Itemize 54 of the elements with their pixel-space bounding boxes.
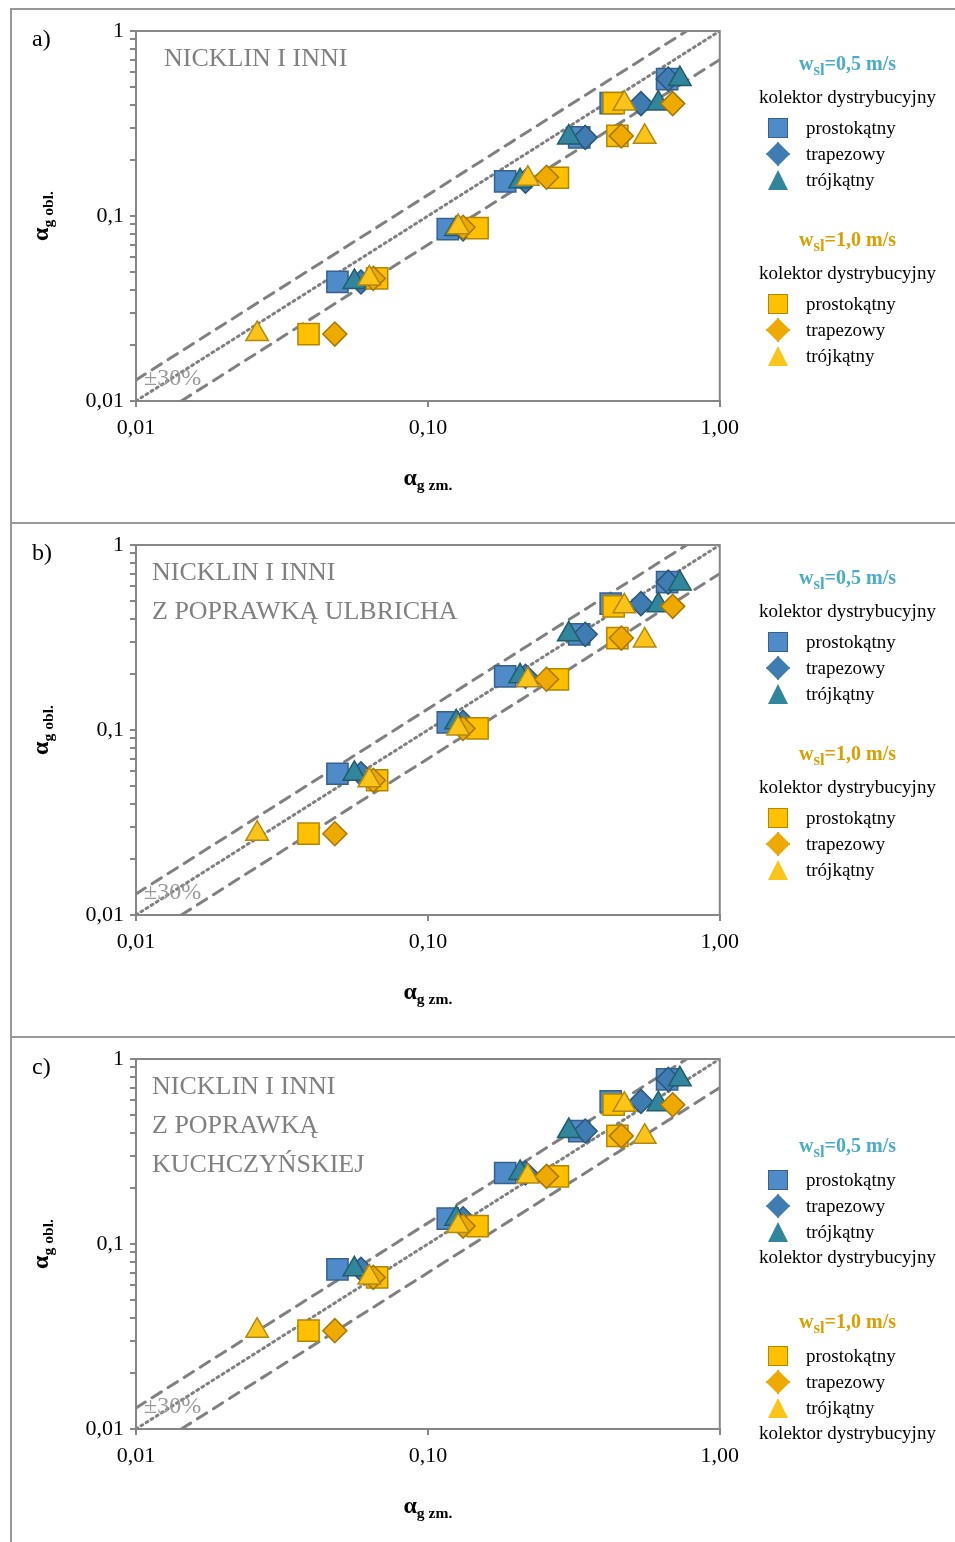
text: w$_{sl}$=1,0 m/s: [798, 228, 897, 256]
legend-label: trapezowy: [806, 833, 886, 855]
chart-title: b): [32, 539, 52, 566]
legend-label: trójkątny: [806, 859, 875, 881]
text: w$_{sl}$=0,5 m/s: [798, 52, 897, 80]
y-tick-label: 0,1: [96, 715, 124, 741]
legend-label: prostokątny: [806, 117, 896, 139]
y-axis-title: αg obl.: [27, 191, 57, 241]
text: NICKLIN I INNI Z POPRAWKĄ KUCHCZYŃSKIEJ: [152, 1070, 365, 1178]
x-tick-label: 0,10: [408, 1441, 448, 1467]
legend-label: trapezowy: [806, 1195, 886, 1217]
x-tick-label: 0,10: [408, 413, 448, 439]
legend-label: prostokątny: [806, 1169, 896, 1191]
legend-label: trójkątny: [806, 683, 875, 705]
legend-label: trójkątny: [806, 345, 875, 367]
y-axis-title: αg obl.: [27, 705, 57, 755]
legend-label: prostokątny: [806, 293, 896, 315]
y-tick-label: 1: [113, 530, 124, 556]
x-tick-label: 1,00: [700, 1441, 739, 1467]
legend-title: kolektor dystrybucyjny: [758, 86, 937, 108]
legend-label: prostokątny: [806, 1345, 896, 1367]
legend-label: trapezowy: [806, 143, 886, 165]
x-tick-label: 1,00: [700, 927, 739, 953]
y-tick-label: 0,01: [85, 1414, 124, 1440]
text: NICKLIN I INNI Z POPRAWKĄ ULBRICHA: [152, 556, 458, 625]
y-tick-label: 0,01: [85, 900, 124, 926]
y-axis-title: αg obl.: [27, 1219, 57, 1269]
text: kolektor dystrybucyjny: [759, 262, 936, 283]
legend-label: trójkątny: [806, 1397, 875, 1419]
y-tick-label: 1: [113, 16, 124, 42]
text: w$_{sl}$=1,0 m/s: [798, 1310, 897, 1338]
text: w$_{sl}$=1,0 m/s: [798, 742, 897, 770]
text: NICKLIN I INNI: [164, 42, 348, 72]
text: w$_{sl}$=0,5 m/s: [798, 566, 897, 594]
legend-label: trójkątny: [806, 1221, 875, 1243]
x-tick-label: 1,00: [700, 413, 739, 439]
legend-label: trójkątny: [806, 169, 875, 191]
legend-title: kolektor dystrybucyjny: [758, 1246, 937, 1268]
legend-label: trapezowy: [806, 657, 886, 679]
y-tick-label: 0,1: [96, 1229, 124, 1255]
legend-label: trapezowy: [806, 319, 886, 341]
chart-title: a): [32, 25, 51, 52]
text: kolektor dystrybucyjny: [759, 1422, 936, 1443]
x-tick-label: 0,10: [408, 927, 448, 953]
text: w$_{sl}$=0,5 m/s: [798, 1134, 897, 1162]
legend-label: prostokątny: [806, 807, 896, 829]
legend-title: kolektor dystrybucyjny: [758, 600, 937, 622]
y-tick-label: 0,1: [96, 201, 124, 227]
legend-label: trapezowy: [806, 1371, 886, 1393]
text: kolektor dystrybucyjny: [759, 776, 936, 797]
y-tick-label: 1: [113, 1044, 124, 1070]
y-tick-label: 0,01: [85, 386, 124, 412]
legend-label: prostokątny: [806, 631, 896, 653]
chart-title: c): [32, 1053, 51, 1080]
